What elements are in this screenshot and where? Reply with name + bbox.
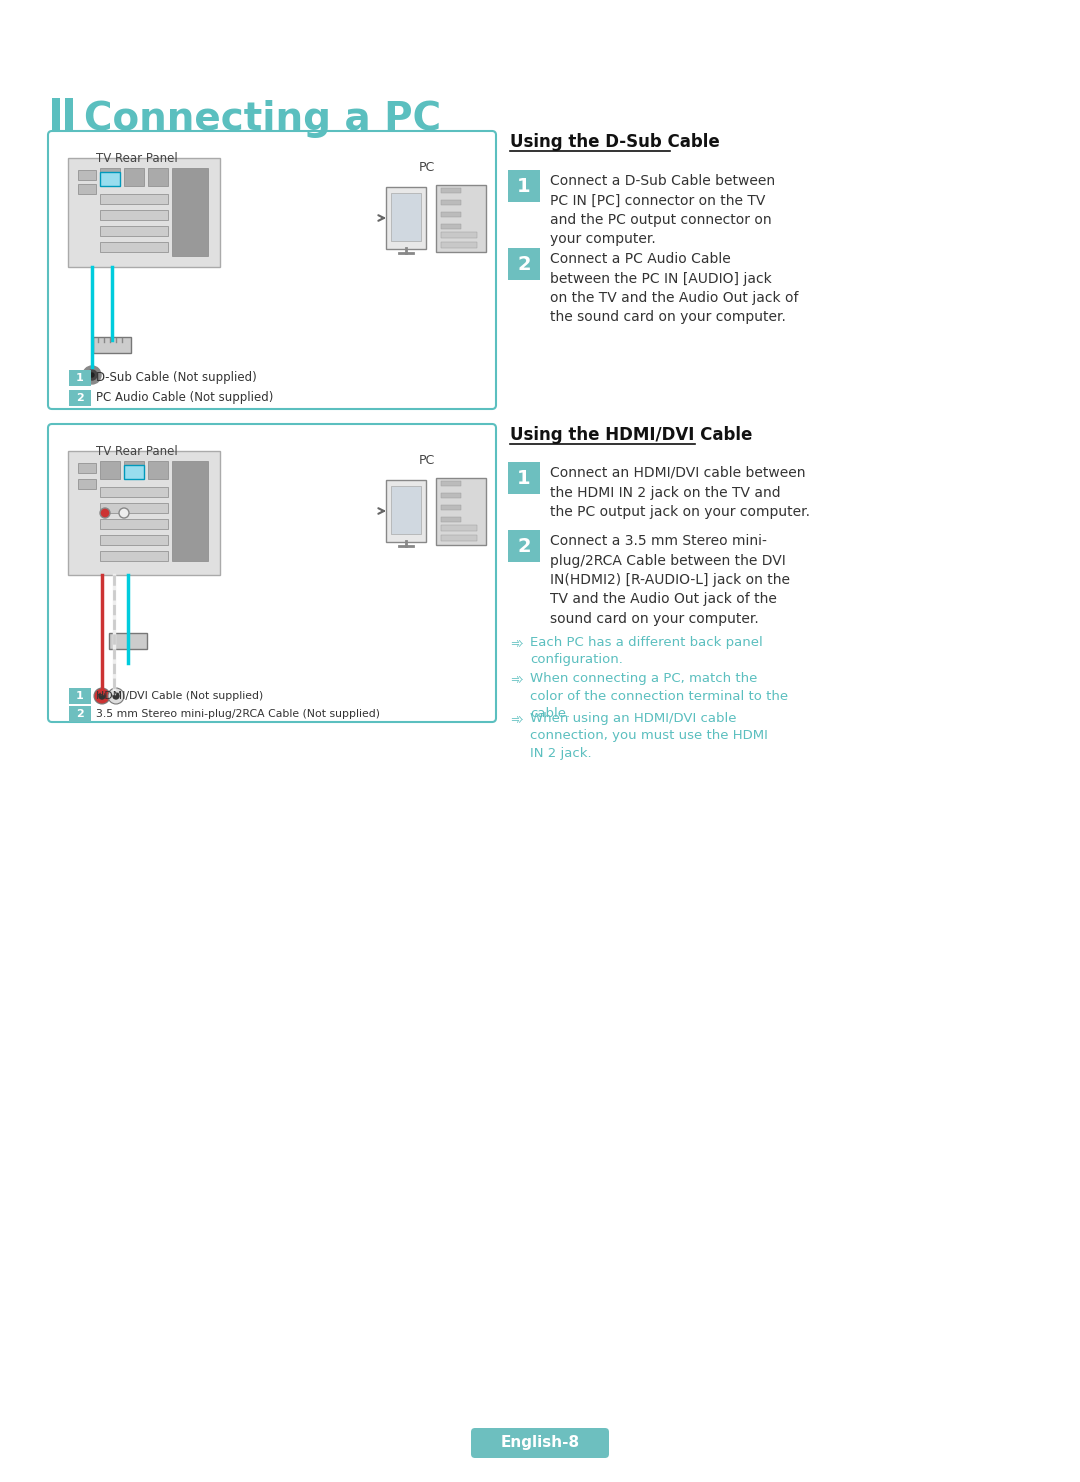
- Bar: [100, 225, 168, 236]
- Text: When connecting a PC, match the
color of the connection terminal to the
cable.: When connecting a PC, match the color of…: [530, 671, 788, 720]
- Text: ➾: ➾: [510, 711, 523, 728]
- FancyBboxPatch shape: [48, 424, 496, 722]
- Circle shape: [113, 694, 119, 700]
- Bar: [124, 465, 144, 479]
- Text: Connect a D-Sub Cable between
PC IN [PC] connector on the TV
and the PC output c: Connect a D-Sub Cable between PC IN [PC]…: [550, 173, 775, 246]
- Bar: [100, 535, 168, 545]
- FancyBboxPatch shape: [65, 98, 73, 136]
- FancyBboxPatch shape: [436, 185, 486, 252]
- Bar: [100, 488, 168, 496]
- FancyBboxPatch shape: [508, 247, 540, 280]
- Bar: [100, 167, 120, 187]
- Circle shape: [90, 373, 94, 376]
- Bar: [78, 184, 96, 194]
- Bar: [441, 233, 477, 239]
- Bar: [441, 200, 461, 205]
- Text: 3.5 mm Stereo mini-plug/2RCA Cable (Not supplied): 3.5 mm Stereo mini-plug/2RCA Cable (Not …: [96, 708, 380, 719]
- Bar: [100, 519, 168, 529]
- Bar: [78, 462, 96, 473]
- FancyBboxPatch shape: [109, 633, 147, 649]
- Text: Connecting a PC: Connecting a PC: [84, 99, 441, 138]
- Bar: [441, 525, 477, 531]
- Bar: [441, 494, 461, 498]
- FancyBboxPatch shape: [68, 159, 220, 267]
- Bar: [78, 479, 96, 489]
- Text: TV Rear Panel: TV Rear Panel: [96, 153, 178, 165]
- Text: PC Audio Cable (Not supplied): PC Audio Cable (Not supplied): [96, 391, 273, 405]
- Text: 1: 1: [517, 468, 530, 488]
- Text: English-8: English-8: [500, 1436, 580, 1451]
- Bar: [100, 194, 168, 205]
- Text: D-Sub Cable (Not supplied): D-Sub Cable (Not supplied): [96, 372, 257, 384]
- Circle shape: [119, 508, 129, 519]
- FancyBboxPatch shape: [386, 187, 426, 249]
- Bar: [441, 517, 461, 522]
- Bar: [172, 461, 208, 562]
- Bar: [441, 212, 461, 216]
- FancyBboxPatch shape: [68, 451, 220, 575]
- Bar: [172, 167, 208, 256]
- Text: 2: 2: [76, 708, 84, 719]
- Bar: [124, 461, 144, 479]
- Text: PC: PC: [419, 453, 435, 467]
- Bar: [441, 242, 477, 247]
- Text: 2: 2: [517, 255, 530, 274]
- Bar: [100, 502, 168, 513]
- Text: Connect a PC Audio Cable
between the PC IN [AUDIO] jack
on the TV and the Audio : Connect a PC Audio Cable between the PC …: [550, 252, 798, 325]
- Bar: [100, 461, 120, 479]
- FancyBboxPatch shape: [69, 390, 91, 406]
- Text: PC: PC: [419, 162, 435, 173]
- FancyBboxPatch shape: [93, 336, 131, 353]
- Bar: [441, 482, 461, 486]
- Text: When using an HDMI/DVI cable
connection, you must use the HDMI
IN 2 jack.: When using an HDMI/DVI cable connection,…: [530, 711, 768, 760]
- Circle shape: [94, 688, 110, 704]
- Bar: [148, 167, 168, 187]
- Bar: [148, 461, 168, 479]
- Text: HDMI/DVI Cable (Not supplied): HDMI/DVI Cable (Not supplied): [96, 691, 264, 701]
- FancyBboxPatch shape: [508, 170, 540, 202]
- Bar: [391, 193, 421, 242]
- Bar: [100, 242, 168, 252]
- FancyBboxPatch shape: [69, 705, 91, 722]
- Circle shape: [100, 508, 110, 519]
- Text: 2: 2: [76, 393, 84, 403]
- FancyBboxPatch shape: [436, 479, 486, 545]
- FancyBboxPatch shape: [508, 462, 540, 494]
- Circle shape: [99, 694, 105, 700]
- FancyBboxPatch shape: [508, 531, 540, 562]
- Text: 2: 2: [517, 536, 530, 556]
- Bar: [78, 170, 96, 179]
- Text: Using the HDMI/DVI Cable: Using the HDMI/DVI Cable: [510, 425, 753, 445]
- Text: Using the D-Sub Cable: Using the D-Sub Cable: [510, 133, 719, 151]
- Text: TV Rear Panel: TV Rear Panel: [96, 445, 178, 458]
- Text: 1: 1: [76, 373, 84, 382]
- Bar: [441, 188, 461, 193]
- FancyBboxPatch shape: [69, 370, 91, 385]
- Text: Connect a 3.5 mm Stereo mini-
plug/2RCA Cable between the DVI
IN(HDMI2) [R-AUDIO: Connect a 3.5 mm Stereo mini- plug/2RCA …: [550, 534, 789, 625]
- FancyBboxPatch shape: [48, 130, 496, 409]
- Circle shape: [87, 370, 97, 379]
- Bar: [100, 172, 120, 187]
- Circle shape: [108, 688, 124, 704]
- FancyBboxPatch shape: [52, 98, 60, 136]
- Bar: [441, 535, 477, 541]
- Text: ➾: ➾: [510, 671, 523, 688]
- Bar: [391, 486, 421, 534]
- Text: 1: 1: [76, 691, 84, 701]
- Text: ➾: ➾: [510, 636, 523, 651]
- FancyBboxPatch shape: [69, 688, 91, 704]
- FancyBboxPatch shape: [386, 480, 426, 542]
- Text: 1: 1: [517, 176, 530, 196]
- Text: Each PC has a different back panel
configuration.: Each PC has a different back panel confi…: [530, 636, 762, 667]
- Bar: [100, 210, 168, 219]
- Circle shape: [83, 366, 102, 384]
- Bar: [441, 224, 461, 230]
- Text: Connect an HDMI/DVI cable between
the HDMI IN 2 jack on the TV and
the PC output: Connect an HDMI/DVI cable between the HD…: [550, 465, 810, 519]
- Bar: [124, 167, 144, 187]
- Bar: [441, 505, 461, 510]
- Bar: [100, 551, 168, 562]
- FancyBboxPatch shape: [471, 1429, 609, 1458]
